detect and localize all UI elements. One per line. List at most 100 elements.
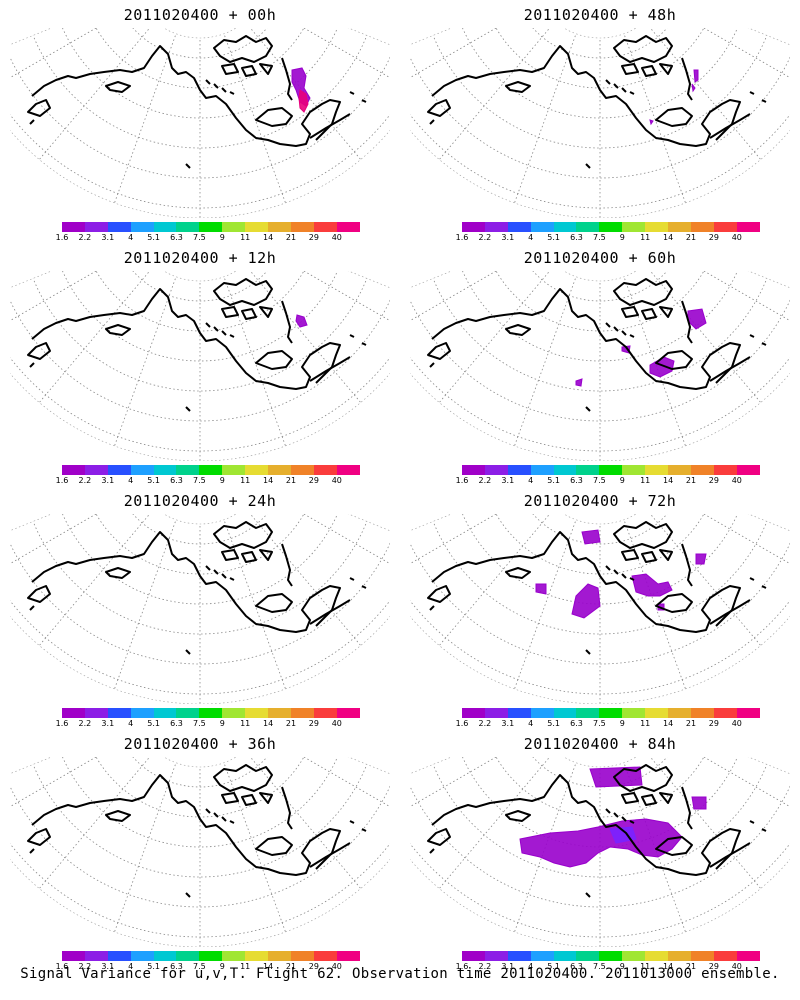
polar-map xyxy=(410,271,790,461)
colorbar-tick-label: 14 xyxy=(663,233,674,242)
colorbar-tick-label: 40 xyxy=(731,233,742,242)
colorbar-tick-label: 29 xyxy=(308,233,319,242)
colorbar-tick-label: 2.2 xyxy=(478,476,492,485)
colorbar-tick-label: 21 xyxy=(685,719,697,728)
colorbar-swatch xyxy=(199,708,223,718)
colorbar-tick-label: 40 xyxy=(331,233,342,242)
colorbar-tick-label: 5.1 xyxy=(147,962,160,971)
colorbar-tick-label: 14 xyxy=(663,719,674,728)
colorbar-swatch xyxy=(290,222,314,232)
colorbar-tick-label: 7.5 xyxy=(193,233,206,242)
polar-map xyxy=(10,28,390,218)
colorbar-swatch xyxy=(484,708,508,718)
colorbar-swatch xyxy=(84,465,108,475)
colorbar-tick-label: 11 xyxy=(640,962,651,971)
colorbar-tick-label: 40 xyxy=(331,476,342,485)
colorbar-swatch xyxy=(336,222,360,232)
map-boundary xyxy=(410,514,790,704)
colorbar-tick-label: 9 xyxy=(619,233,625,242)
colorbar-swatch xyxy=(313,708,337,718)
colorbar-tick-label: 40 xyxy=(331,962,342,971)
colorbar-swatch xyxy=(599,708,623,718)
colorbar-swatch xyxy=(176,465,200,475)
colorbar-swatch xyxy=(507,708,531,718)
colorbar-tick-label: 7.5 xyxy=(593,719,606,728)
colorbar-tick-label: 2.2 xyxy=(78,719,92,728)
variance-contour xyxy=(575,308,707,387)
colorbar-tick-label: 4 xyxy=(528,719,534,728)
colorbar-swatch xyxy=(645,951,669,961)
colorbar-swatch xyxy=(107,708,131,718)
colorbar-swatch xyxy=(507,951,531,961)
colorbar-tick-label: 40 xyxy=(731,476,742,485)
colorbar-labels: 1.6 2.2 3.1 4 5.1 6.3 7.5 9 11 14 21 29 40 xyxy=(456,476,762,488)
colorbar-tick-label: 1.6 xyxy=(455,476,469,485)
figure-caption: Signal Variance for u,v,T. Flight 62. Ob… xyxy=(20,966,780,982)
colorbar-swatch xyxy=(245,951,269,961)
colorbar-swatch xyxy=(690,708,714,718)
colorbar-tick-label: 14 xyxy=(663,962,674,971)
colorbar-swatch xyxy=(462,951,485,961)
colorbar-swatch xyxy=(176,951,200,961)
colorbar-swatch xyxy=(84,951,108,961)
colorbar-tick-label: 29 xyxy=(708,719,719,728)
colorbar-tick-label: 1.6 xyxy=(455,233,469,242)
colorbar-swatch xyxy=(462,222,485,232)
colorbar-tick-label: 1.6 xyxy=(55,719,69,728)
colorbar-tick-label: 3.1 xyxy=(101,233,115,242)
colorbar-labels: 1.6 2.2 3.1 4 5.1 6.3 7.5 9 11 14 21 29 40 xyxy=(456,962,762,974)
colorbar-tick-label: 14 xyxy=(263,719,274,728)
map-boundary xyxy=(10,757,390,947)
colorbar-tick-label: 7.5 xyxy=(193,962,206,971)
colorbar-swatch xyxy=(462,465,485,475)
colorbar-swatch xyxy=(530,708,554,718)
colorbar-swatch xyxy=(599,951,623,961)
colorbar-tick-label: 3.1 xyxy=(501,719,515,728)
colorbar-tick-label: 2.2 xyxy=(478,719,492,728)
colorbar xyxy=(62,465,360,475)
colorbar-tick-label: 2.2 xyxy=(78,476,92,485)
forecast-panel: 2011020400 + 24h 1.6 2.2 3.1 4 5.1 6.3 7.5 9 11 14… xyxy=(0,486,400,728)
colorbar-tick-label: 14 xyxy=(263,233,274,242)
colorbar-swatch xyxy=(576,222,600,232)
colorbar-swatch xyxy=(62,951,85,961)
colorbar-tick-label: 9 xyxy=(219,476,225,485)
colorbar-swatch xyxy=(153,465,177,475)
colorbar-labels: 1.6 2.2 3.1 4 5.1 6.3 7.5 9 11 14 21 29 40 xyxy=(56,962,362,974)
colorbar-swatch xyxy=(530,465,554,475)
colorbar-swatch xyxy=(176,708,200,718)
colorbar-swatch xyxy=(668,951,691,961)
colorbar-swatch xyxy=(107,222,131,232)
colorbar-tick-label: 4 xyxy=(128,233,134,242)
colorbar-tick-label: 6.3 xyxy=(170,476,183,485)
colorbar-swatch xyxy=(153,951,177,961)
forecast-panel: 2011020400 + 84h 1.6 2.2 3.1 4 5.1 6.3 7.5 9 11 14… xyxy=(400,729,800,971)
colorbar-tick-label: 7.5 xyxy=(593,476,606,485)
colorbar xyxy=(462,465,760,475)
polar-map xyxy=(10,757,390,947)
forecast-panel: 2011020400 + 48h 1.6 2.2 3.1 4 5.1 6.3 7.5 9 11 14… xyxy=(400,0,800,242)
colorbar-swatch xyxy=(313,951,337,961)
colorbar-swatch xyxy=(336,465,360,475)
colorbar-swatch xyxy=(622,465,646,475)
colorbar xyxy=(62,708,360,718)
panel-title: 2011020400 + 24h xyxy=(123,492,277,510)
colorbar-swatch xyxy=(290,465,314,475)
colorbar-swatch xyxy=(530,222,554,232)
forecast-panel: 2011020400 + 72h 1.6 2.2 3.1 4 5.1 6.3 7.5 9 11 14… xyxy=(400,486,800,728)
colorbar-tick-label: 21 xyxy=(285,719,297,728)
variance-field xyxy=(519,766,707,868)
colorbar-swatch xyxy=(576,708,600,718)
colorbar-tick-label: 21 xyxy=(685,233,697,242)
colorbar-tick-label: 7.5 xyxy=(193,476,206,485)
variance-contour xyxy=(298,89,309,113)
colorbar-tick-label: 1.6 xyxy=(55,962,69,971)
colorbar-tick-label: 9 xyxy=(219,962,225,971)
colorbar-swatch xyxy=(622,222,646,232)
colorbar-tick-label: 9 xyxy=(619,476,625,485)
colorbar-swatch xyxy=(668,465,691,475)
panel-title: 2011020400 + 84h xyxy=(523,735,677,753)
map-boundary xyxy=(410,28,790,218)
map-boundary xyxy=(10,514,390,704)
colorbar-swatch xyxy=(222,708,246,718)
